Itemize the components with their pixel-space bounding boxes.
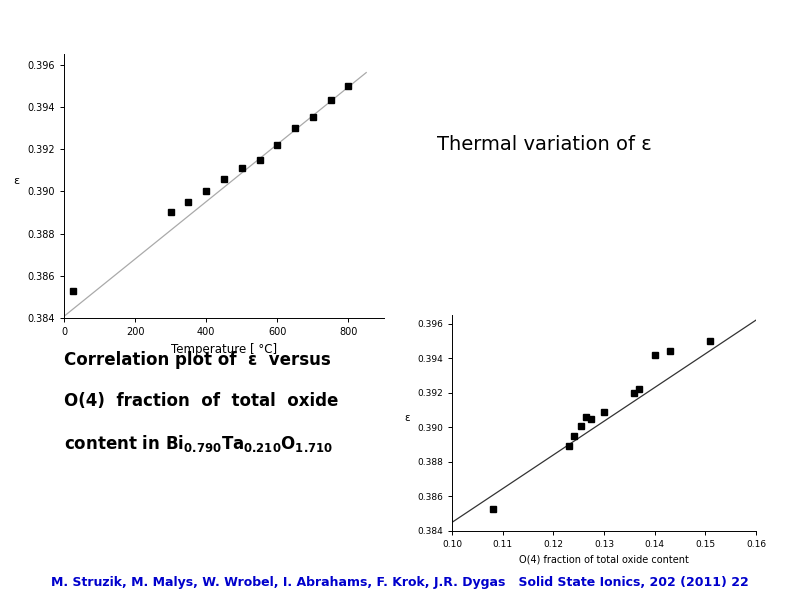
Text: content in Bi$_{\mathregular{0.790}}$Ta$_{\mathregular{0.210}}$O$_{\mathregular{: content in Bi$_{\mathregular{0.790}}$Ta$… xyxy=(64,433,333,454)
Y-axis label: ε: ε xyxy=(405,413,410,423)
Text: M. Struzik, M. Malys, W. Wrobel, I. Abrahams, F. Krok, J.R. Dygas   Solid State : M. Struzik, M. Malys, W. Wrobel, I. Abra… xyxy=(51,576,749,589)
Text: Correlation plot of  ε  versus: Correlation plot of ε versus xyxy=(64,351,330,369)
Text: Thermal variation of ε: Thermal variation of ε xyxy=(437,134,651,154)
Y-axis label: ε: ε xyxy=(13,176,19,186)
X-axis label: O(4) fraction of total oxide content: O(4) fraction of total oxide content xyxy=(519,554,689,565)
Text: O(4)  fraction  of  total  oxide: O(4) fraction of total oxide xyxy=(64,392,338,410)
X-axis label: Temperature [ °C]: Temperature [ °C] xyxy=(171,343,277,356)
